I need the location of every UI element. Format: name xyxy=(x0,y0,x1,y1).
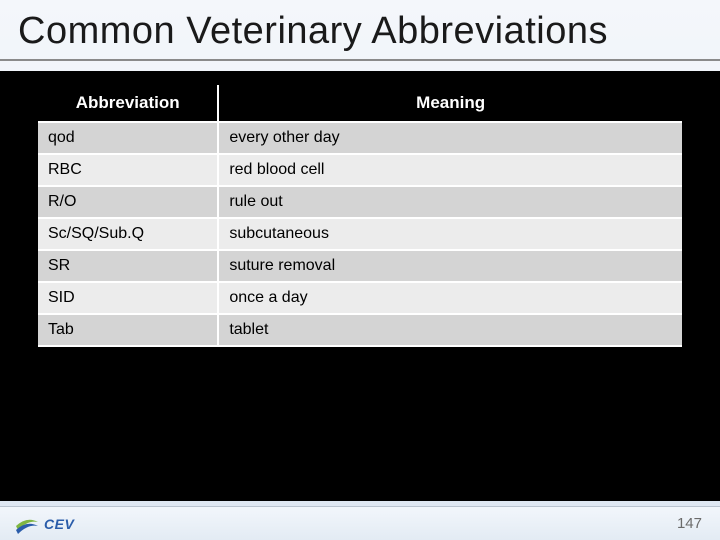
cell-abbr: Tab xyxy=(38,314,218,346)
cell-abbr: SID xyxy=(38,282,218,314)
logo-swoosh-icon xyxy=(14,512,40,536)
content-area: Abbreviation Meaning qod every other day… xyxy=(0,71,720,501)
slide: Common Veterinary Abbreviations Abbrevia… xyxy=(0,0,720,540)
col-header-meaning: Meaning xyxy=(218,85,682,122)
cell-abbr: qod xyxy=(38,122,218,154)
cell-abbr: SR xyxy=(38,250,218,282)
table-row: RBC red blood cell xyxy=(38,154,682,186)
title-bar: Common Veterinary Abbreviations xyxy=(0,0,720,61)
footer-bar: CEV 147 xyxy=(0,506,720,540)
cell-meaning: rule out xyxy=(218,186,682,218)
cell-meaning: subcutaneous xyxy=(218,218,682,250)
cell-meaning: once a day xyxy=(218,282,682,314)
page-title: Common Veterinary Abbreviations xyxy=(18,10,702,53)
table-row: R/O rule out xyxy=(38,186,682,218)
cell-abbr: R/O xyxy=(38,186,218,218)
table-header-row: Abbreviation Meaning xyxy=(38,85,682,122)
cell-abbr: Sc/SQ/Sub.Q xyxy=(38,218,218,250)
page-number: 147 xyxy=(677,515,702,532)
cell-meaning: suture removal xyxy=(218,250,682,282)
cell-meaning: every other day xyxy=(218,122,682,154)
cell-meaning: tablet xyxy=(218,314,682,346)
cell-meaning: red blood cell xyxy=(218,154,682,186)
table-row: qod every other day xyxy=(38,122,682,154)
logo: CEV xyxy=(14,512,74,536)
logo-text: CEV xyxy=(44,516,74,532)
table-row: SID once a day xyxy=(38,282,682,314)
cell-abbr: RBC xyxy=(38,154,218,186)
abbreviations-table: Abbreviation Meaning qod every other day… xyxy=(38,85,682,347)
table-row: SR suture removal xyxy=(38,250,682,282)
col-header-abbr: Abbreviation xyxy=(38,85,218,122)
table-row: Tab tablet xyxy=(38,314,682,346)
table-row: Sc/SQ/Sub.Q subcutaneous xyxy=(38,218,682,250)
table-wrap: Abbreviation Meaning qod every other day… xyxy=(18,71,702,347)
